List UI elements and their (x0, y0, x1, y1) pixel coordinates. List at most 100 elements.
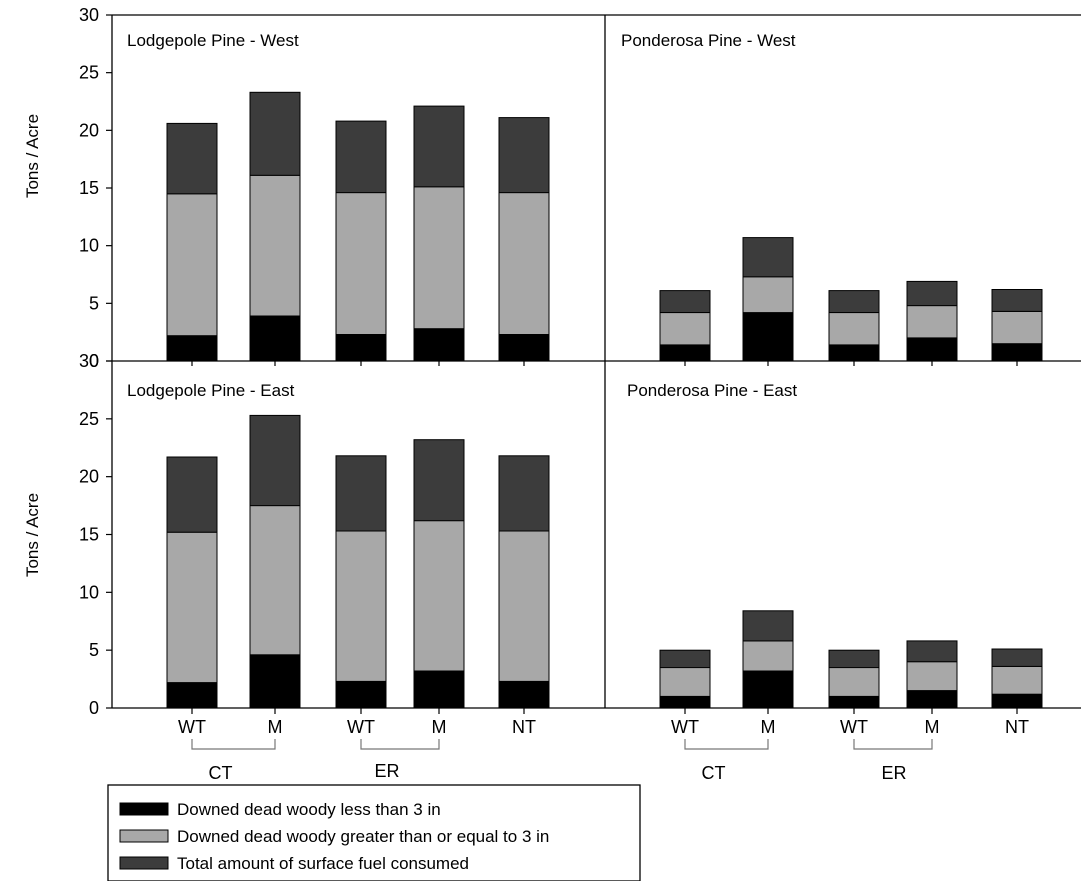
bar-segment (166, 682, 218, 709)
bar-segment (413, 670, 465, 709)
group-bracket (360, 739, 440, 750)
bar-segment (335, 120, 387, 194)
panel-title: Ponderosa Pine - East (627, 381, 797, 400)
bar-segment (166, 122, 218, 195)
y-tick-label: 15 (79, 178, 99, 198)
y-tick-label: 10 (79, 236, 99, 256)
bar-segment (906, 661, 958, 692)
group-bracket (684, 739, 769, 750)
bar-segment (498, 117, 550, 194)
y-tick-label: 20 (79, 467, 99, 487)
bar-segment (335, 192, 387, 335)
bar-segment (249, 414, 301, 507)
y-tick-label: 25 (79, 409, 99, 429)
bar-segment (828, 695, 880, 709)
bar-segment (828, 344, 880, 362)
bar-segment (498, 530, 550, 682)
bar-segment (659, 344, 711, 362)
bar-segment (413, 520, 465, 672)
bar-segment (498, 680, 550, 709)
bar-segment (906, 280, 958, 307)
bar-segment (498, 455, 550, 532)
panel-title: Lodgepole Pine - East (127, 381, 295, 400)
bar-segment (991, 343, 1043, 362)
bar-segment (335, 680, 387, 709)
category-label: NT (1005, 717, 1029, 737)
y-axis-label: Tons / Acre (23, 114, 42, 198)
bar-segment (742, 312, 794, 362)
y-tick-label: 30 (79, 5, 99, 25)
bar-segment (659, 667, 711, 697)
chart-panel: Lodgepole Pine - West (127, 31, 550, 362)
group-label: ER (881, 763, 906, 783)
y-tick-label: 5 (89, 640, 99, 660)
group-bracket (191, 739, 276, 750)
bar-segment (659, 290, 711, 314)
category-label: WT (178, 717, 206, 737)
category-label: M (925, 717, 940, 737)
bar-segment (249, 174, 301, 317)
bar-segment (335, 334, 387, 362)
bar-segment (413, 186, 465, 330)
chart-panel: Lodgepole Pine - East (127, 381, 550, 709)
bar-segment (166, 456, 218, 533)
bar-segment (166, 335, 218, 362)
bar-segment (828, 667, 880, 697)
bar-segment (991, 310, 1043, 345)
bar-segment (742, 276, 794, 314)
category-label: M (761, 717, 776, 737)
bar-segment (991, 665, 1043, 695)
bar-segment (249, 654, 301, 709)
bar-segment (249, 91, 301, 176)
category-label: NT (512, 717, 536, 737)
category-label: WT (840, 717, 868, 737)
y-tick-label: 20 (79, 120, 99, 140)
bar-segment (498, 334, 550, 362)
legend-swatch (119, 856, 169, 870)
bar-segment (906, 640, 958, 663)
chart-panels: Lodgepole Pine - West Ponderosa Pine - We… (127, 31, 1043, 709)
bar-segment (742, 670, 794, 709)
group-label: ER (374, 761, 399, 781)
bar-segment (249, 315, 301, 362)
bar-segment (249, 505, 301, 656)
category-label: WT (347, 717, 375, 737)
y-tick-label: 0 (89, 698, 99, 718)
legend-label: Downed dead woody greater than or equal … (177, 827, 549, 846)
bar-segment (335, 455, 387, 532)
bar-segment (991, 648, 1043, 667)
bar-segment (659, 695, 711, 709)
bar-segment (659, 312, 711, 346)
bar-segment (991, 289, 1043, 312)
bar-segment (991, 693, 1043, 709)
legend-label: Total amount of surface fuel consumed (177, 854, 469, 873)
legend: Downed dead woody less than 3 in Downed d… (107, 784, 641, 881)
bar-segment (498, 192, 550, 335)
group-label: CT (209, 763, 233, 783)
chart-axes: 0 5 10 15 20 25 30 Tons / Acre 0 5 10 15 20 25 30 Tons … (23, 5, 1029, 783)
legend-label: Downed dead woody less than 3 in (177, 800, 441, 819)
bar-segment (742, 640, 794, 672)
category-label: WT (671, 717, 699, 737)
legend-swatch (119, 802, 169, 816)
y-axis-label: Tons / Acre (23, 493, 42, 577)
legend-box (107, 784, 641, 881)
group-bracket (853, 739, 933, 750)
y-tick-label: 5 (89, 293, 99, 313)
bar-segment (906, 337, 958, 362)
bar-segment (828, 290, 880, 314)
bar-segment (335, 530, 387, 682)
legend-swatch (119, 829, 169, 843)
bar-segment (659, 649, 711, 669)
bar-segment (413, 105, 465, 188)
bar-segment (742, 610, 794, 642)
group-label: CT (702, 763, 726, 783)
panel-title: Ponderosa Pine - West (621, 31, 796, 50)
category-label: M (432, 717, 447, 737)
y-tick-label: 15 (79, 525, 99, 545)
y-tick-label: 25 (79, 63, 99, 83)
bar-segment (166, 531, 218, 684)
bar-segment (828, 649, 880, 669)
chart-panel: Ponderosa Pine - West (621, 31, 1043, 362)
